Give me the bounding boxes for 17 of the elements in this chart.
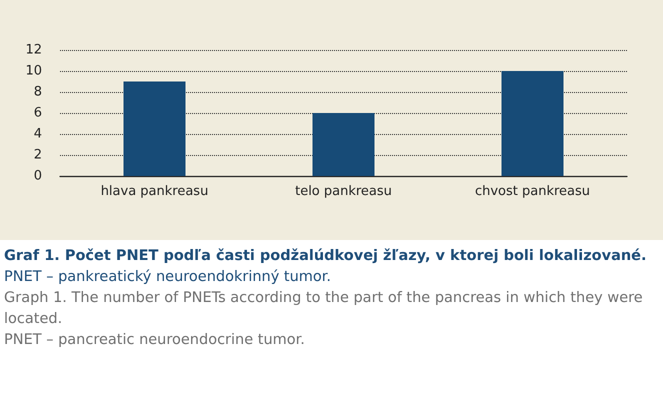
x-tick-label: hlava pankreasu: [100, 184, 208, 199]
bar: [502, 71, 564, 176]
y-tick-label: 6: [34, 106, 42, 120]
y-tick-label: 4: [34, 126, 42, 142]
bar: [312, 113, 374, 176]
text: Graf 1. Počet PNET podľa časti podžalúdkovej žľazy, v ktorej boli lokalizované.: [4, 247, 648, 266]
text: PNET – pancreatic neuroendocrine tumor.: [4, 331, 306, 350]
y-tick-label: 0: [34, 168, 42, 184]
y-tick-label: 10: [25, 64, 42, 78]
y-tick-label: 12: [25, 42, 42, 58]
caption: Graph 1. The number of PNETs according to the part of the pancreas in which they were located.: [4, 289, 644, 329]
bar: [124, 82, 186, 176]
y-tick-label: 2: [34, 148, 42, 162]
x-tick-label: telo pankreasu: [295, 184, 392, 199]
y-tick-label: 8: [34, 84, 42, 100]
text: PNET – pankreatický neuroendokrinný tumor.: [4, 268, 332, 287]
x-tick-label: chvost pankreasu: [474, 184, 590, 199]
